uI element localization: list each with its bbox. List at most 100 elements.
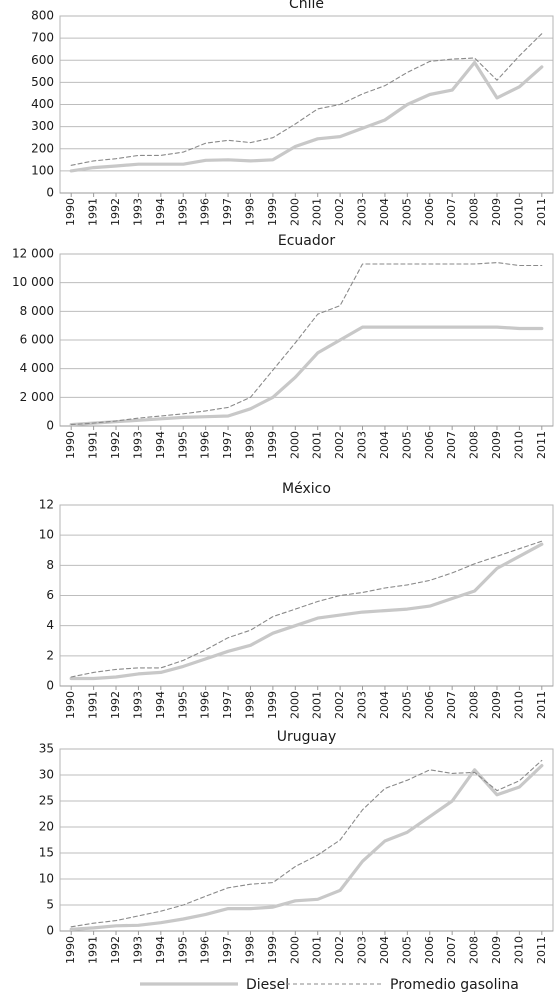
x-tick-label: 2004	[378, 431, 391, 459]
y-tick-label: 600	[31, 53, 54, 67]
panel-title: Ecuador	[278, 233, 335, 249]
series-line-promedio-gasolina	[70, 33, 543, 166]
x-tick-label: 2001	[311, 936, 324, 964]
chart-panel-1: 0 2 000 4 000 6 000 8 000 10 000 12 000 1990 199…	[12, 233, 554, 459]
x-tick-label: 2007	[445, 691, 458, 719]
y-tick-label: 400	[31, 97, 54, 111]
x-tick-label: 1993	[131, 198, 144, 226]
x-tick-label: 2006	[423, 431, 436, 459]
x-tick-label: 1994	[154, 198, 167, 226]
y-tick-label: 0	[46, 924, 54, 938]
x-tick-label: 2008	[468, 198, 481, 226]
x-tick-label: 2011	[535, 691, 548, 719]
x-tick-label: 1999	[266, 936, 279, 964]
y-tick-label: 500	[31, 75, 54, 89]
y-tick-label: 0	[46, 679, 54, 693]
series-line-diesel	[69, 325, 544, 427]
x-tick-label: 1995	[176, 936, 189, 964]
x-tick-label: 2005	[400, 691, 413, 719]
x-tick-label: 2009	[490, 691, 503, 719]
x-tick-label: 1999	[266, 691, 279, 719]
x-tick-label: 2003	[356, 198, 369, 226]
y-tick-label: 10	[39, 528, 54, 542]
y-tick-label: 12	[39, 498, 54, 512]
x-tick-label: 2005	[400, 431, 413, 459]
legend-label-diesel: Diesel	[246, 977, 289, 993]
x-tick-label: 2003	[356, 936, 369, 964]
x-tick-label: 1991	[87, 691, 100, 719]
x-tick-label: 1992	[109, 691, 122, 719]
x-tick-label: 1998	[243, 691, 256, 719]
series-line-diesel	[69, 763, 544, 932]
x-tick-label: 2005	[400, 936, 413, 964]
y-tick-label: 100	[31, 163, 54, 177]
x-tick-label: 2007	[445, 431, 458, 459]
series-line-promedio-gasolina	[70, 540, 543, 678]
y-tick-label: 5	[46, 898, 54, 912]
x-tick-label: 1995	[176, 198, 189, 226]
y-tick-label: 700	[31, 31, 54, 45]
y-tick-label: 35	[39, 742, 54, 756]
y-tick-label: 20	[39, 820, 54, 834]
x-tick-label: 2010	[512, 691, 525, 719]
x-tick-label: 1992	[109, 936, 122, 964]
y-tick-label: 0	[46, 419, 54, 433]
x-tick-label: 1990	[64, 691, 77, 719]
x-tick-label: 2001	[311, 691, 324, 719]
x-tick-label: 2007	[445, 936, 458, 964]
y-tick-label: 25	[39, 794, 54, 808]
series-line-promedio-gasolina	[70, 759, 543, 928]
y-tick-label: 300	[31, 119, 54, 133]
x-tick-label: 2007	[445, 198, 458, 226]
x-tick-label: 2006	[423, 691, 436, 719]
x-tick-label: 1991	[87, 431, 100, 459]
y-tick-label: 8 000	[20, 304, 54, 318]
x-tick-label: 1994	[154, 431, 167, 459]
x-tick-label: 2010	[512, 936, 525, 964]
x-tick-label: 2006	[423, 198, 436, 226]
series-line-diesel	[69, 542, 544, 681]
chart-panel-0: 0 100 200 300 400 500 600 700 800 1990 1991 1992 199…	[31, 0, 554, 226]
x-tick-label: 2011	[535, 198, 548, 226]
x-tick-label: 2009	[490, 431, 503, 459]
x-tick-label: 1990	[64, 936, 77, 964]
x-tick-label: 1993	[131, 431, 144, 459]
y-tick-label: 10	[39, 872, 54, 886]
x-tick-label: 2006	[423, 936, 436, 964]
x-tick-label: 1990	[64, 431, 77, 459]
x-tick-label: 1995	[176, 691, 189, 719]
y-tick-label: 8	[46, 558, 54, 572]
chart-panel-3: 0 5 10 15 20 25 30 35 1990 1991 1992 1993 1994 1995 19…	[39, 729, 554, 964]
x-tick-label: 2000	[288, 936, 301, 964]
legend: Diesel Promedio gasolina	[140, 977, 519, 993]
y-tick-label: 6	[46, 588, 54, 602]
x-tick-label: 1993	[131, 691, 144, 719]
x-tick-label: 2000	[288, 431, 301, 459]
panel-title: Uruguay	[277, 729, 337, 745]
y-tick-label: 2 000	[20, 390, 54, 404]
y-tick-label: 12 000	[12, 247, 54, 261]
x-tick-label: 2008	[468, 431, 481, 459]
y-tick-label: 4 000	[20, 361, 54, 375]
y-tick-label: 2	[46, 648, 54, 662]
legend-label-promedio-gasolina: Promedio gasolina	[390, 977, 519, 993]
y-tick-label: 800	[31, 9, 54, 23]
panel-title: Chile	[289, 0, 324, 12]
x-tick-label: 2009	[490, 936, 503, 964]
x-tick-label: 1996	[199, 691, 212, 719]
x-tick-label: 1998	[243, 198, 256, 226]
x-tick-label: 1998	[243, 936, 256, 964]
x-tick-label: 1996	[199, 431, 212, 459]
x-tick-label: 2001	[311, 431, 324, 459]
x-tick-label: 2000	[288, 198, 301, 226]
x-tick-label: 2003	[356, 691, 369, 719]
x-tick-label: 1991	[87, 198, 100, 226]
x-tick-label: 2011	[535, 936, 548, 964]
x-tick-label: 1994	[154, 691, 167, 719]
x-tick-label: 2000	[288, 691, 301, 719]
y-tick-label: 200	[31, 141, 54, 155]
x-tick-label: 1997	[221, 691, 234, 719]
x-tick-label: 1997	[221, 936, 234, 964]
x-tick-label: 1998	[243, 431, 256, 459]
x-tick-label: 1995	[176, 431, 189, 459]
